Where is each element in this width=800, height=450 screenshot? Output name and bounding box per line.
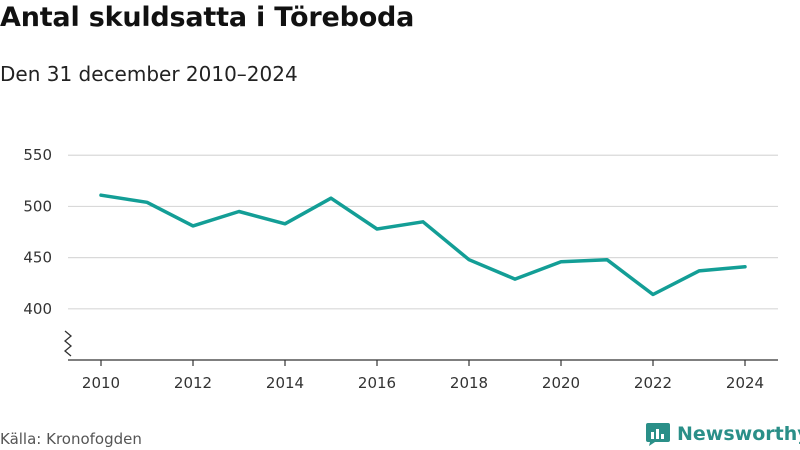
y-tick-label-500: 500 [23,197,52,215]
x-tick-label-2016: 2016 [358,374,396,392]
brand-logo: Newsworthy [645,421,800,447]
x-tick-label-2018: 2018 [450,374,488,392]
x-tick-label-2024: 2024 [726,374,764,392]
x-tick-label-2014: 2014 [266,374,304,392]
x-tick-label-2022: 2022 [634,374,672,392]
x-tick-label-2020: 2020 [542,374,580,392]
x-tick-label-2010: 2010 [82,374,120,392]
chart-subtitle: Den 31 december 2010–2024 [0,62,298,86]
brand-name: Newsworthy [677,423,800,445]
y-tick-label-400: 400 [23,300,52,318]
axis-break-icon [63,330,73,357]
source-note: Källa: Kronofogden [0,430,142,448]
series-line-0 [99,193,747,297]
chart-title: Antal skuldsatta i Töreboda [0,2,415,33]
x-tick-label-2012: 2012 [174,374,212,392]
y-tick-label-450: 450 [23,249,52,267]
y-tick-label-550: 550 [23,146,52,164]
newsworthy-icon [646,423,670,446]
